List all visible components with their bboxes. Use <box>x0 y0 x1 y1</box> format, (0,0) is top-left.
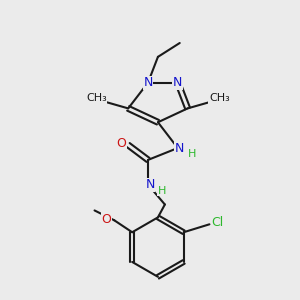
Text: O: O <box>116 136 126 150</box>
Text: CH₃: CH₃ <box>86 94 107 103</box>
Text: N: N <box>145 178 155 191</box>
Text: O: O <box>101 213 111 226</box>
Text: H: H <box>158 186 166 196</box>
Text: Cl: Cl <box>211 216 224 229</box>
Text: N: N <box>143 76 153 89</box>
Text: CH₃: CH₃ <box>209 94 230 103</box>
Text: N: N <box>175 142 184 154</box>
Text: N: N <box>173 76 182 89</box>
Text: H: H <box>188 149 196 159</box>
